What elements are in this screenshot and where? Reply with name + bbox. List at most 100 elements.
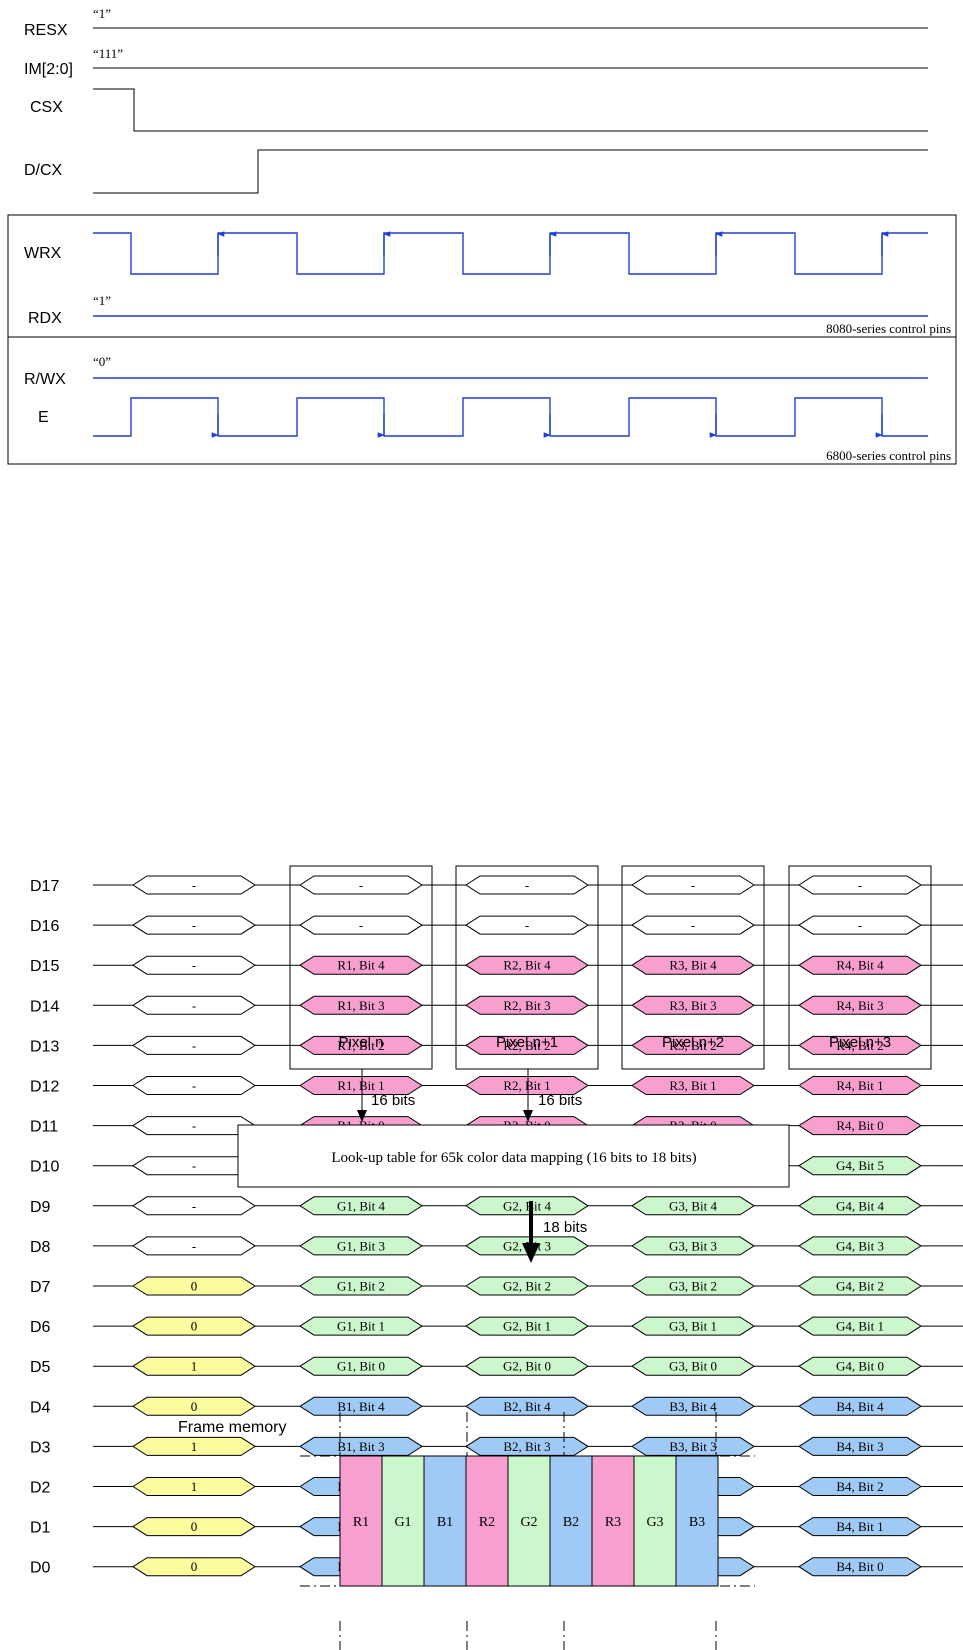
frame-memory-label: Frame memory (178, 1419, 286, 1436)
command-cell-value: - (192, 1038, 196, 1053)
pixel-bit-value: - (691, 918, 695, 933)
pixel-label: Pixel n+2 (662, 1034, 724, 1051)
wrx-label: WRX (24, 245, 62, 262)
pixel-labels: Pixel n Pixel n+1 Pixel n+2 Pixel n+3 (338, 1034, 891, 1051)
pixel-bit-cell (798, 875, 922, 895)
pixel-bit-cell (631, 1356, 755, 1376)
pixel-bit-value: B1, Bit 4 (337, 1399, 385, 1414)
pixel-bit-cell (798, 1477, 922, 1496)
pixel-bit-cell (631, 1396, 755, 1416)
pixel-bit-cell (798, 1076, 922, 1095)
pixel-bit-cell (631, 1035, 755, 1055)
frame-memory-cell (339, 1455, 383, 1587)
pixel-bit-value: R1, Bit 1 (337, 1078, 384, 1093)
command-cell-value: - (192, 1118, 196, 1133)
frame-memory-cell-label: G2 (520, 1515, 537, 1530)
pixel-bit-cell (465, 1356, 589, 1376)
series-8080-caption: 8080-series control pins (826, 321, 951, 336)
pixel-bit-value: B2, Bit 4 (503, 1399, 551, 1414)
bus-line-label: D3 (30, 1439, 51, 1456)
pixel-bit-value: R2, Bit 4 (503, 958, 551, 973)
bits-in-label-1: 16 bits (371, 1092, 415, 1109)
pixel-bit-value: R3, Bit 1 (669, 1078, 716, 1093)
pixel-bit-cell (465, 1076, 589, 1095)
pixel-frame (455, 865, 599, 1070)
bus-line-label: D5 (30, 1359, 51, 1376)
command-cell (132, 995, 256, 1015)
pixel-bit-cell (798, 1035, 922, 1055)
frame-memory-cell-label: R2 (479, 1515, 495, 1530)
pixel-bit-value: B3, Bit 4 (669, 1399, 717, 1414)
control-signals: RESX “1” IM[2:0] “111” CSX D/CX (24, 6, 928, 194)
pixel-bit-value: G1, Bit 1 (337, 1319, 385, 1334)
pixel-bit-value: B2, Bit 3 (503, 1439, 550, 1454)
resx-label: RESX (24, 22, 68, 39)
pixel-bit-cell (631, 995, 755, 1015)
frame-memory-cell-label: G1 (394, 1515, 411, 1530)
rdx-level: “1” (93, 293, 111, 308)
pixel-bit-cell (798, 1236, 922, 1256)
pixel-bit-value: G3, Bit 1 (669, 1319, 717, 1334)
pixel-frame (621, 865, 765, 1070)
command-cell-value: 0 (191, 1519, 198, 1534)
pixel-bit-cell (299, 1356, 423, 1376)
bus-row-d4: D4 0 B1, Bit 4 B2, Bit 4 B3, Bit 4 B4, Bit 4 (30, 1396, 963, 1416)
pixel-bit-value: G3, Bit 0 (669, 1359, 717, 1374)
bus-row-d12: D12 - R1, Bit 1 R2, Bit 1 R3, Bit 1 R4, Bit 1 (30, 1076, 963, 1096)
frame-memory-cell (549, 1455, 593, 1587)
command-cell (132, 1517, 256, 1537)
frame-memory-cells: R1 G1 B1 R2 G2 B2 R3 G3 B3 (339, 1455, 719, 1587)
pixel-bit-value: B4, Bit 1 (836, 1519, 883, 1534)
pixel-bit-value: G1, Bit 0 (337, 1359, 385, 1374)
command-cell (132, 875, 256, 895)
wrx-wave (93, 231, 928, 275)
frame-memory-cell (675, 1455, 719, 1587)
pixel-bit-cell (798, 955, 922, 975)
pixel-bit-cell (299, 995, 423, 1015)
bus-row-d8: D8-G1, Bit 3G2, Bit 3G3, Bit 3G4, Bit 3 (30, 1236, 963, 1256)
bus-line-label: D6 (30, 1319, 51, 1336)
series-8080-frame (7, 214, 957, 338)
pixel-bit-value: G4, Bit 3 (836, 1238, 884, 1253)
pixel-bit-cell (465, 1035, 589, 1055)
command-cell (132, 1557, 256, 1577)
command-cell-value: - (192, 878, 196, 893)
pixel-bit-cell (299, 1316, 423, 1336)
pixel-bit-value: G2, Bit 0 (503, 1359, 551, 1374)
command-cell (132, 1276, 256, 1296)
series-6800-caption: 6800-series control pins (826, 448, 951, 463)
lut-section: 16 bits 16 bits Look-up table for 65k co… (237, 1069, 790, 1263)
pixel-bit-cell (465, 995, 589, 1015)
pixel-bit-value: G2, Bit 2 (503, 1279, 551, 1294)
frame-memory-cell-label: R3 (605, 1515, 621, 1530)
lut-box (237, 1124, 790, 1188)
pixel-bit-value: R2, Bit 2 (503, 1038, 550, 1053)
csx-label: CSX (30, 99, 63, 116)
pixel-bit-cell (798, 915, 922, 935)
pixel-bit-cell (798, 1396, 922, 1416)
pixel-bit-value: R4, Bit 3 (836, 998, 883, 1013)
command-cell (132, 1076, 256, 1095)
frame-memory-cell-label: B2 (563, 1515, 579, 1530)
command-cell-value: 1 (191, 1439, 198, 1454)
rdx-label: RDX (28, 310, 62, 327)
command-cell-value: 1 (191, 1479, 198, 1494)
resx-level: “1” (93, 6, 111, 21)
frame-memory-cell (591, 1455, 635, 1587)
pixel-bit-value: R4, Bit 1 (836, 1078, 883, 1093)
bus-row-d7: D7 0 G1, Bit 2 G2, Bit 2 G3, Bit 2 G4, Bit 2 (30, 1276, 963, 1296)
pixel-bit-value: G3, Bit 2 (669, 1279, 717, 1294)
series-6800-box: R/WX “0” E 6800-series control pins (7, 336, 957, 465)
pixel-bit-value: G4, Bit 2 (836, 1279, 884, 1294)
e-label: E (38, 409, 49, 426)
bus-row-d5: D5 1 G1, Bit 0 G2, Bit 0 G3, Bit 0 G4, Bit 0 (30, 1356, 963, 1376)
pixel-bit-value: G4, Bit 4 (836, 1198, 885, 1213)
pixel-bit-cell (299, 955, 423, 975)
pixel-bit-value: G3, Bit 4 (669, 1198, 718, 1213)
pixel-bit-value: B4, Bit 3 (836, 1439, 883, 1454)
pixel-bit-cell (798, 1356, 922, 1376)
pixel-bit-value: B1, Bit 3 (337, 1439, 384, 1454)
frame-memory: Frame memory R1 G1 B1 R2 G2 B2 R3 G3 B3 (178, 1412, 755, 1650)
bus-row-d15: D15 - R1, Bit 4 R2, Bit 4 R3, Bit 4 R4, Bit 4 (30, 955, 963, 975)
pixel-bit-value: B3, Bit 3 (669, 1439, 716, 1454)
